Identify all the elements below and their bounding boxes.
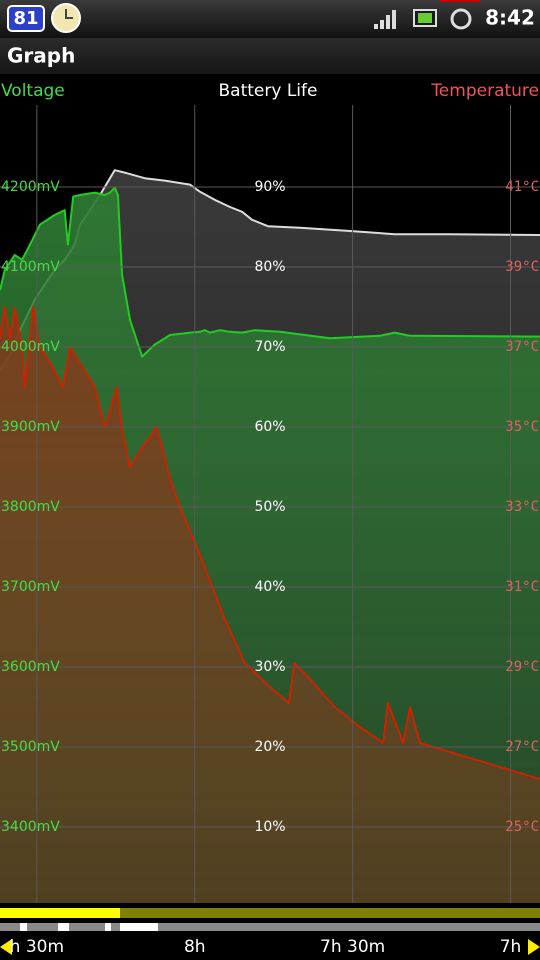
voltage-tick-label: 3800mV — [1, 499, 60, 515]
signal-icon — [374, 10, 396, 29]
clock-hands — [65, 9, 73, 19]
x-tick-label: 8h — [184, 937, 206, 957]
scroll-left[interactable] — [0, 939, 12, 955]
battery-badge — [7, 5, 45, 32]
voltage-tick-label: 3400mV — [1, 819, 60, 835]
title-bar — [0, 38, 540, 74]
temperature-tick-label: 27°C — [505, 739, 539, 755]
activity-bar — [0, 923, 540, 931]
voltage-tick-label: 3500mV — [1, 739, 60, 755]
x-tick-label: h 30m — [10, 937, 64, 957]
series-area — [0, 307, 540, 903]
legend-temperature: Temperature — [430, 81, 539, 101]
battery-tick-label: 90% — [254, 179, 285, 195]
temperature-tick-label: 39°C — [505, 259, 539, 275]
battery-tick-label: 80% — [254, 259, 285, 275]
grid-lines — [0, 105, 540, 903]
temperature-tick-label: 35°C — [505, 419, 539, 435]
temperature-tick-label: 33°C — [505, 499, 539, 515]
temperature-tick-label: 25°C — [505, 819, 539, 835]
x-tick-label: 7h 30m — [320, 937, 385, 957]
plot: 4200mV 4100mV 4000mV 3900mV 3800mV 3700mV 3600… — [0, 105, 540, 904]
battery-tick-label: 30% — [254, 659, 285, 675]
x-tick-label: 7h — [500, 937, 522, 957]
title: Graph — [7, 44, 75, 68]
series-line — [0, 186, 540, 358]
voltage-tick-label: 4000mV — [1, 339, 60, 355]
battery-tick-label: 60% — [254, 419, 285, 435]
voltage-tick-label: 3900mV — [1, 419, 60, 435]
battery-tick-label: 20% — [254, 739, 285, 755]
status-notice — [440, 0, 480, 2]
scroll-right[interactable] — [528, 939, 540, 955]
legend-voltage: Voltage — [1, 81, 65, 101]
alarm-icon — [450, 8, 472, 30]
temperature-tick-label: 31°C — [505, 579, 539, 595]
battery-badge-text: 81 — [13, 8, 38, 29]
battery-tick-label: 10% — [254, 819, 285, 835]
series-line — [0, 306, 540, 780]
voltage-tick-label: 3700mV — [1, 579, 60, 595]
temperature-tick-label: 37°C — [505, 339, 539, 355]
voltage-tick-label: 4200mV — [1, 179, 60, 195]
battery-tick-label: 40% — [254, 579, 285, 595]
temperature-tick-label: 29°C — [505, 659, 539, 675]
range-bar — [120, 908, 540, 918]
battery-tick-label: 50% — [254, 499, 285, 515]
range-bar-active — [0, 908, 120, 918]
legend-battery: Battery Life — [219, 81, 318, 101]
temperature-tick-label: 41°C — [505, 179, 539, 195]
activity-segments — [20, 923, 158, 931]
voltage-tick-label: 3600mV — [1, 659, 60, 675]
status-bar — [0, 0, 540, 38]
battery-tick-label: 70% — [254, 339, 285, 355]
status-time: 8:42 — [485, 6, 535, 30]
voltage-tick-label: 4100mV — [1, 259, 60, 275]
battery-level — [418, 13, 432, 23]
